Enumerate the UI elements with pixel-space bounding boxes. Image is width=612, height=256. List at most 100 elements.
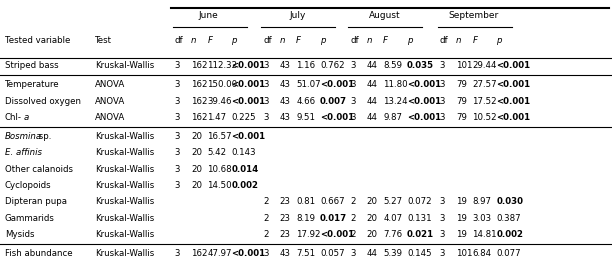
Text: 10.52: 10.52 [472,113,497,122]
Text: <0.001: <0.001 [320,80,354,89]
Text: Chl-: Chl- [5,113,22,122]
Text: 0.077: 0.077 [496,249,521,256]
Text: 3: 3 [174,113,180,122]
Text: 3: 3 [350,113,356,122]
Text: Gammarids: Gammarids [5,214,54,223]
Text: 3: 3 [263,249,269,256]
Text: 14.50: 14.50 [207,181,232,190]
Text: 162: 162 [191,249,207,256]
Text: 1.16: 1.16 [296,61,315,70]
Text: 3: 3 [174,97,180,106]
Text: 11.80: 11.80 [383,80,408,89]
Text: 20: 20 [367,197,378,207]
Text: p: p [320,36,326,46]
Text: 13.24: 13.24 [383,97,408,106]
Text: 3: 3 [174,80,180,89]
Text: 162: 162 [191,113,207,122]
Text: 3: 3 [174,148,180,157]
Text: 5.42: 5.42 [207,148,226,157]
Text: July: July [289,12,305,20]
Text: 19: 19 [456,214,467,223]
Text: Other calanoids: Other calanoids [5,165,73,174]
Text: 20: 20 [191,148,202,157]
Text: 3: 3 [350,249,356,256]
Text: 5.39: 5.39 [383,249,402,256]
Text: 101: 101 [456,61,472,70]
Text: F: F [472,36,477,46]
Text: 0.667: 0.667 [320,197,345,207]
Text: ANOVA: ANOVA [95,97,125,106]
Text: <0.001: <0.001 [407,113,441,122]
Text: 9.87: 9.87 [383,113,402,122]
Text: F: F [296,36,301,46]
Text: 162: 162 [191,61,207,70]
Text: <0.001: <0.001 [320,230,354,239]
Text: 14.81: 14.81 [472,230,497,239]
Text: 7.76: 7.76 [383,230,402,239]
Text: 3: 3 [263,113,269,122]
Text: Temperature: Temperature [5,80,59,89]
Text: df: df [350,36,359,46]
Text: 8.19: 8.19 [296,214,315,223]
Text: Kruskal-Wallis: Kruskal-Wallis [95,132,154,141]
Text: 20: 20 [191,181,202,190]
Text: August: August [368,12,400,20]
Text: 23: 23 [280,230,291,239]
Text: 16.57: 16.57 [207,132,232,141]
Text: 3: 3 [439,80,445,89]
Text: 23: 23 [280,197,291,207]
Text: 0.017: 0.017 [320,214,348,223]
Text: p: p [231,36,237,46]
Text: 23: 23 [280,214,291,223]
Text: 29.44: 29.44 [472,61,497,70]
Text: 0.002: 0.002 [231,181,258,190]
Text: df: df [439,36,448,46]
Text: <0.001: <0.001 [231,80,266,89]
Text: E. affinis: E. affinis [5,148,42,157]
Text: 0.030: 0.030 [496,197,523,207]
Text: 19: 19 [456,197,467,207]
Text: 3: 3 [174,165,180,174]
Text: 3: 3 [174,132,180,141]
Text: Striped bass: Striped bass [5,61,59,70]
Text: 2: 2 [263,230,269,239]
Text: 17.92: 17.92 [296,230,321,239]
Text: 44: 44 [367,249,378,256]
Text: 2: 2 [350,230,356,239]
Text: <0.001: <0.001 [231,97,266,106]
Text: 0.035: 0.035 [407,61,434,70]
Text: 5.27: 5.27 [383,197,402,207]
Text: 2: 2 [263,197,269,207]
Text: <0.001: <0.001 [496,113,531,122]
Text: <0.001: <0.001 [231,132,266,141]
Text: Kruskal-Wallis: Kruskal-Wallis [95,249,154,256]
Text: 43: 43 [280,61,291,70]
Text: 0.021: 0.021 [407,230,434,239]
Text: 3: 3 [350,80,356,89]
Text: 1.47: 1.47 [207,113,226,122]
Text: 0.143: 0.143 [231,148,256,157]
Text: 3.03: 3.03 [472,214,491,223]
Text: p: p [407,36,412,46]
Text: 3: 3 [350,97,356,106]
Text: <0.001: <0.001 [496,80,531,89]
Text: 8.59: 8.59 [383,61,402,70]
Text: 0.387: 0.387 [496,214,521,223]
Text: 3: 3 [439,230,445,239]
Text: 79: 79 [456,113,467,122]
Text: Bosmina: Bosmina [5,132,42,141]
Text: 3: 3 [439,61,445,70]
Text: n: n [456,36,461,46]
Text: 4.07: 4.07 [383,214,402,223]
Text: 20: 20 [367,214,378,223]
Text: Kruskal-Wallis: Kruskal-Wallis [95,148,154,157]
Text: 20: 20 [191,165,202,174]
Text: n: n [280,36,285,46]
Text: 0.225: 0.225 [231,113,256,122]
Text: 101: 101 [456,249,472,256]
Text: 3: 3 [439,197,445,207]
Text: 3: 3 [439,214,445,223]
Text: <0.001: <0.001 [320,113,354,122]
Text: df: df [263,36,272,46]
Text: Test: Test [95,36,112,46]
